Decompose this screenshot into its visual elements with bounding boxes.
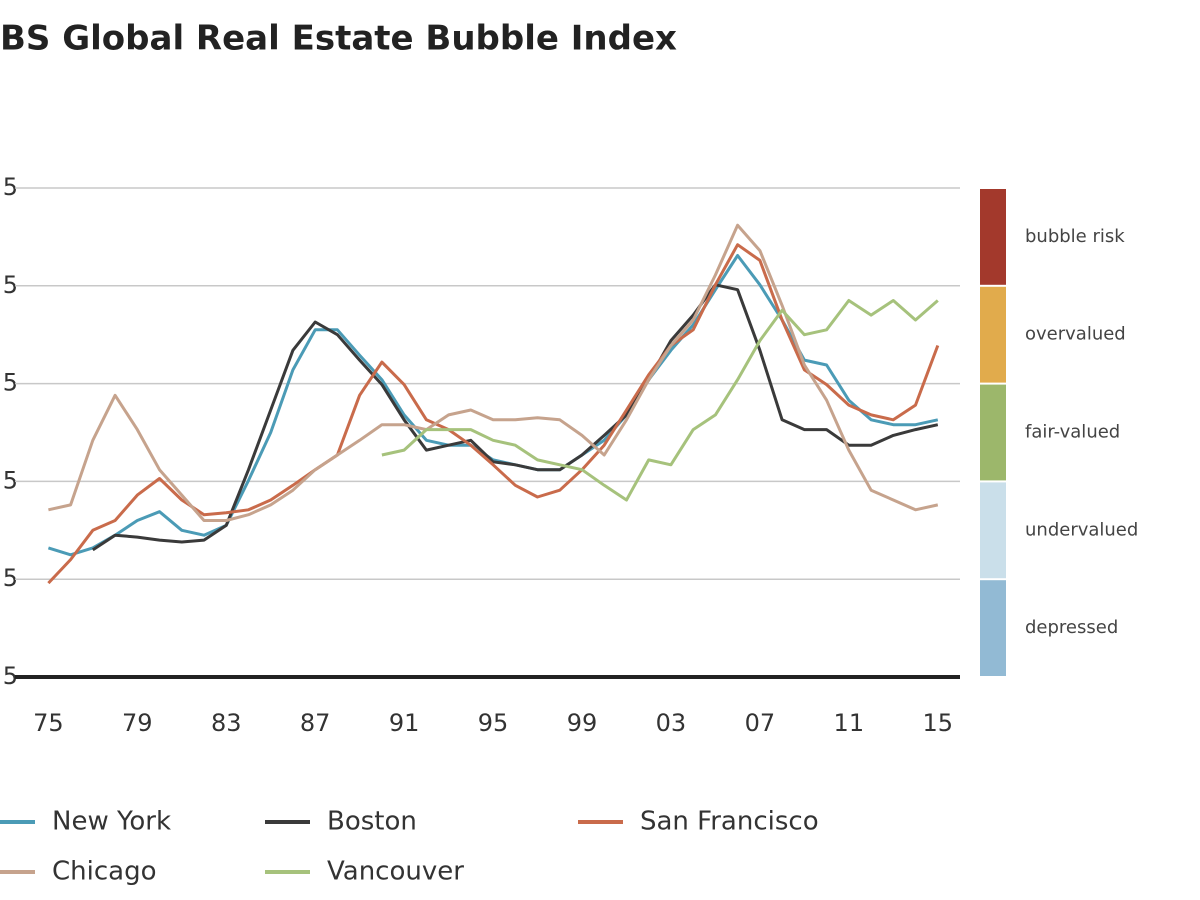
x-tick-label: 83 bbox=[211, 709, 242, 737]
series-line bbox=[47, 243, 940, 585]
x-tick-label: 15 bbox=[922, 709, 953, 737]
y-tick-label: 5 bbox=[3, 369, 18, 397]
y-tick-label: 5 bbox=[3, 662, 18, 690]
zone-label: overvalued bbox=[1025, 324, 1126, 345]
zone-band bbox=[980, 482, 1006, 579]
legend-label: New York bbox=[52, 807, 171, 837]
legend-label: Vancouver bbox=[327, 857, 464, 887]
y-tick-label: 5 bbox=[3, 564, 18, 592]
zone-band bbox=[980, 580, 1006, 676]
y-tick-label: 5 bbox=[3, 466, 18, 494]
x-tick-label: 99 bbox=[567, 709, 598, 737]
series-line bbox=[48, 223, 939, 522]
x-tick-label: 07 bbox=[745, 709, 776, 737]
x-tick-label: 75 bbox=[33, 709, 64, 737]
zone-band bbox=[980, 189, 1006, 285]
series-line bbox=[91, 283, 939, 552]
chart-title: BS Global Real Estate Bubble Index bbox=[0, 19, 677, 59]
x-tick-label: 79 bbox=[122, 709, 153, 737]
zone-band bbox=[980, 384, 1006, 481]
legend-label: San Francisco bbox=[640, 807, 819, 837]
y-tick-label: 5 bbox=[3, 271, 18, 299]
zone-label: undervalued bbox=[1025, 519, 1138, 540]
x-tick-label: 03 bbox=[656, 709, 687, 737]
x-tick-label: 95 bbox=[478, 709, 509, 737]
zone-label: bubble risk bbox=[1025, 226, 1125, 247]
x-tick-label: 91 bbox=[389, 709, 420, 737]
zone-label: depressed bbox=[1025, 617, 1118, 638]
x-tick-label: 11 bbox=[834, 709, 865, 737]
zone-label: fair-valued bbox=[1025, 422, 1120, 443]
x-tick-label: 87 bbox=[300, 709, 331, 737]
zone-band bbox=[980, 286, 1006, 383]
legend-label: Chicago bbox=[52, 857, 157, 887]
series-line bbox=[47, 254, 939, 557]
legend-label: Boston bbox=[327, 807, 417, 837]
y-tick-label: 5 bbox=[3, 173, 18, 201]
series-line bbox=[381, 299, 939, 502]
